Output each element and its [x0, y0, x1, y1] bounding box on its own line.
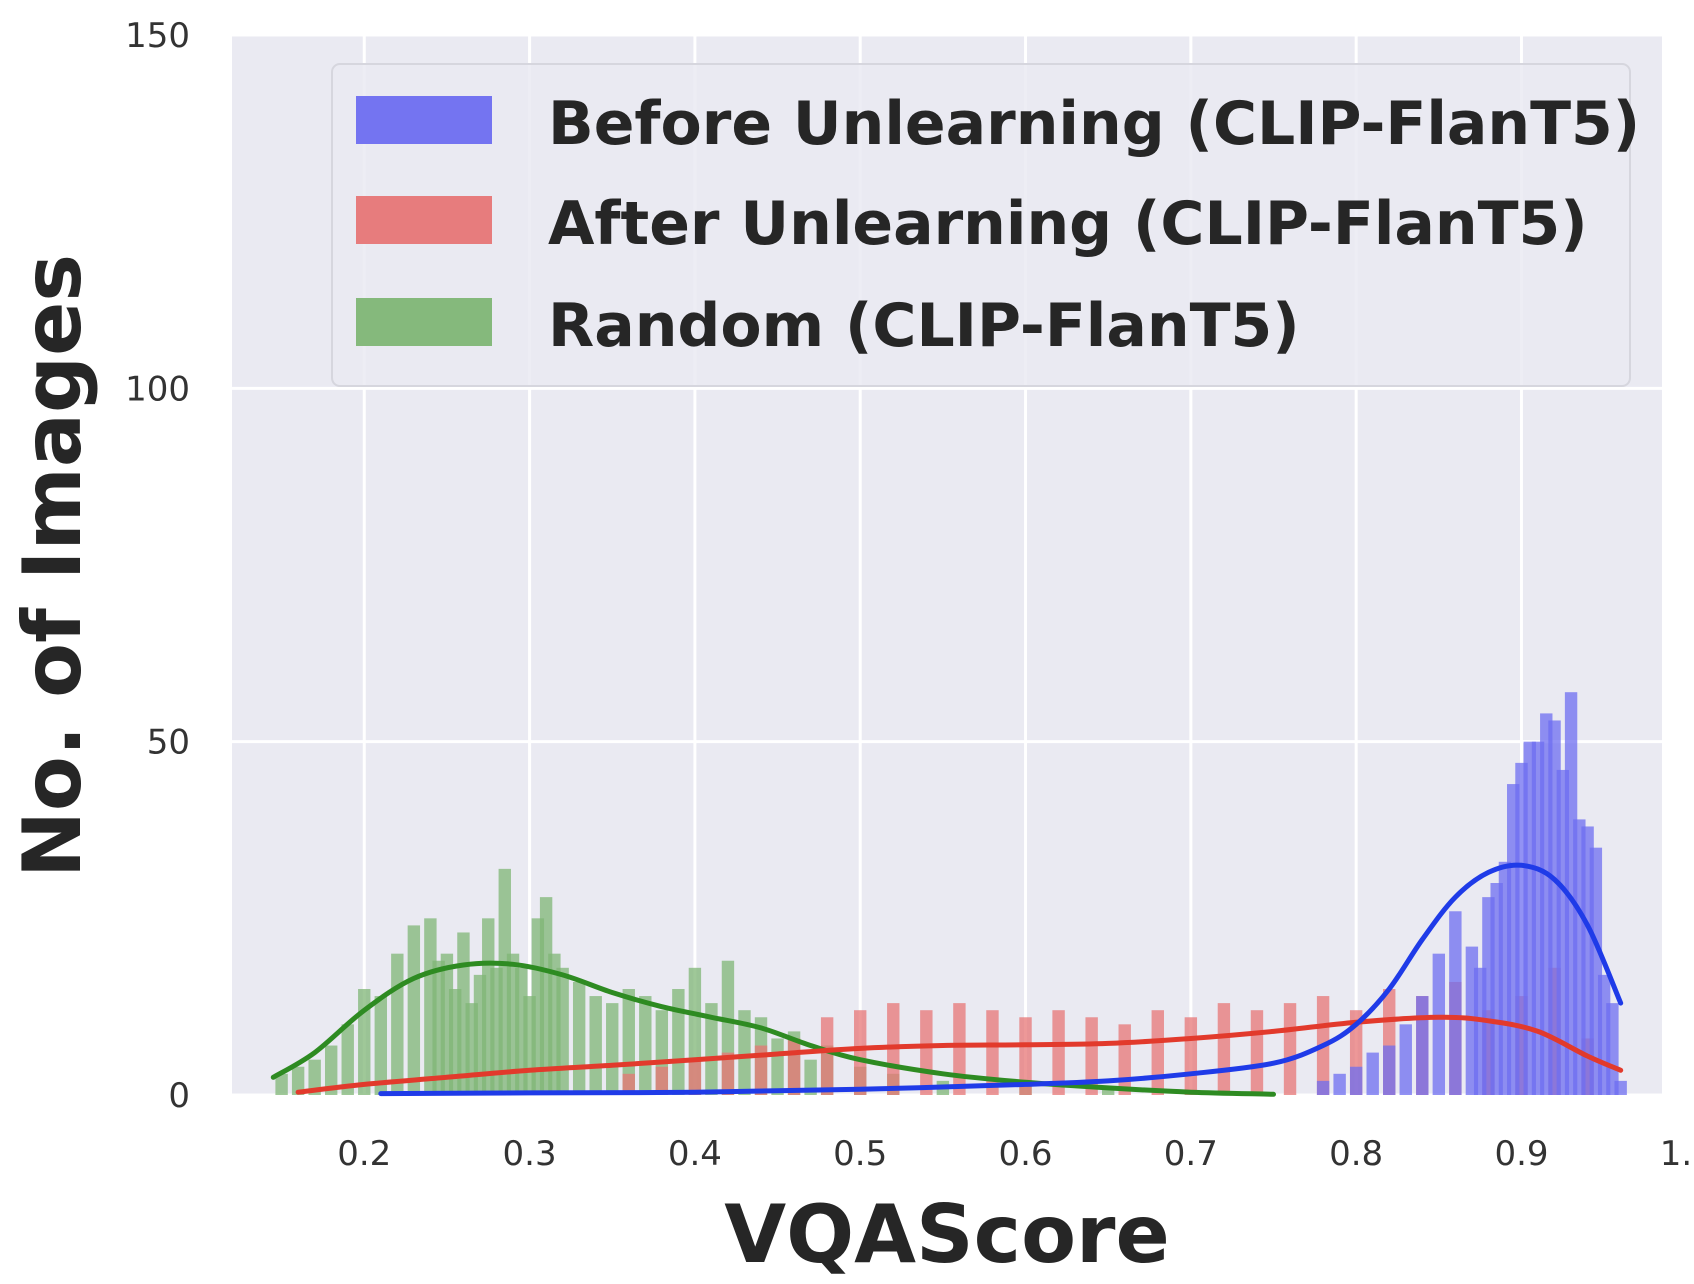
histogram-bar	[920, 1010, 933, 1095]
legend-label-random: Random (CLIP-FlanT5)	[548, 291, 1300, 361]
x-tick-label: 0.6	[998, 1134, 1052, 1174]
bar-group-0	[1316, 692, 1627, 1095]
x-tick-label: 0.9	[1494, 1134, 1548, 1174]
histogram-bar	[672, 989, 685, 1095]
legend-label-after: After Unlearning (CLIP-FlanT5)	[548, 189, 1588, 259]
histogram-bar	[1316, 1080, 1330, 1095]
histogram-bar	[1151, 1010, 1164, 1095]
histogram-bar	[1614, 1080, 1627, 1095]
kde-curve-1	[295, 1014, 1624, 1095]
histogram-bar	[1118, 1024, 1131, 1095]
y-axis-ticks: 0 50 100 150	[125, 16, 190, 1116]
histogram-bar	[721, 1052, 735, 1095]
histogram-bar	[688, 1059, 702, 1095]
histogram-bar	[1349, 1066, 1363, 1095]
bar-group-2	[275, 868, 1115, 1095]
histogram-bar	[804, 1059, 817, 1095]
x-tick-label: 0.8	[1329, 1134, 1383, 1174]
x-tick-label: 0.4	[668, 1134, 722, 1174]
histogram-bar	[572, 981, 586, 1095]
histogram-bar	[953, 1003, 966, 1095]
histogram-bar	[308, 1059, 321, 1095]
histogram-bar	[275, 1073, 288, 1095]
legend-swatch-before	[356, 96, 492, 144]
x-tick-label: 0.7	[1164, 1134, 1218, 1174]
histogram-bar	[1366, 1052, 1379, 1095]
histogram-bar	[787, 1038, 801, 1095]
histogram-bar	[1606, 1003, 1619, 1095]
histogram-bar	[854, 1010, 867, 1095]
histogram-bar	[341, 1024, 354, 1095]
kde-curves	[270, 862, 1624, 1097]
legend-label-before: Before Unlearning (CLIP-FlanT5)	[548, 89, 1640, 159]
histogram-bar	[1399, 1024, 1412, 1095]
legend-swatch-after	[356, 196, 492, 244]
histogram-bar	[1217, 1003, 1231, 1095]
legend-box	[331, 63, 1631, 387]
histogram-bar	[986, 1010, 999, 1095]
y-axis-title: No. of Images	[6, 254, 99, 878]
histogram-bar	[622, 1073, 635, 1095]
y-tick-label: 150	[125, 16, 190, 56]
x-tick-label: 0.5	[833, 1134, 887, 1174]
y-tick-label: 100	[125, 369, 190, 409]
histogram-bar	[738, 1010, 751, 1095]
histogram-bar	[291, 1066, 305, 1095]
histogram-bar	[754, 1045, 768, 1095]
histogram-bar	[1333, 1073, 1346, 1095]
histogram-bar	[639, 996, 652, 1095]
histogram-bars	[275, 692, 1627, 1095]
histogram-bar	[407, 925, 421, 1095]
kde-curve-0	[378, 862, 1624, 1097]
histogram-bar	[1449, 911, 1462, 1095]
histogram-bar	[705, 1003, 718, 1095]
histogram-bar	[606, 1003, 619, 1095]
legend-swatch-random	[356, 298, 492, 346]
histogram-bar	[820, 1017, 834, 1095]
histogram-bar	[655, 1066, 669, 1095]
histogram-bar	[374, 996, 387, 1095]
histogram-bar	[1283, 1003, 1297, 1095]
histogram-bar	[556, 967, 569, 1095]
histogram-bar	[1416, 996, 1429, 1095]
x-tick-label: 0.2	[337, 1134, 391, 1174]
histogram-bar	[324, 1045, 338, 1095]
x-axis-ticks: 0.2 0.3 0.4 0.5 0.6 0.7 0.8 0.9 1.0	[337, 1134, 1694, 1174]
histogram-bar	[1184, 1017, 1198, 1095]
histogram-bar	[1250, 1010, 1264, 1095]
y-tick-label: 0	[168, 1076, 190, 1116]
histogram-bar	[1101, 1087, 1115, 1095]
x-tick-label: 1.0	[1660, 1134, 1694, 1174]
histogram-bar	[1019, 1017, 1032, 1095]
histogram-bar	[1383, 1045, 1396, 1095]
x-tick-label: 0.3	[503, 1134, 557, 1174]
histogram-bar	[1085, 1017, 1098, 1095]
histogram-bar	[1052, 1010, 1065, 1095]
histogram-bar	[622, 989, 635, 1095]
legend: Before Unlearning (CLIP-FlanT5) After Un…	[331, 63, 1640, 387]
y-tick-label: 50	[147, 723, 190, 763]
histogram-bar	[1432, 953, 1446, 1095]
histogram-bar	[771, 1038, 784, 1095]
histogram-bar	[589, 996, 602, 1095]
x-axis-title: VQAScore	[724, 1188, 1170, 1281]
histogram-bar	[391, 953, 404, 1095]
